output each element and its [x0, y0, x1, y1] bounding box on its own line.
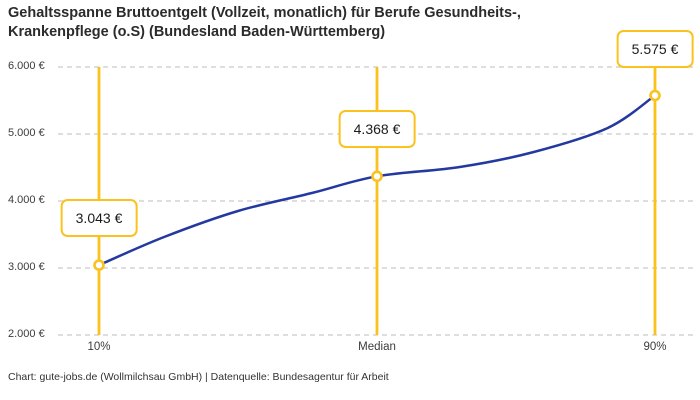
chart-title: Gehaltsspanne Bruttoentgelt (Vollzeit, m…	[8, 5, 521, 41]
chart-attribution: Chart: gute-jobs.de (Wollmilchsau GmbH) …	[8, 371, 389, 383]
data-point-marker	[93, 259, 105, 271]
data-point-marker	[649, 89, 661, 102]
data-point-marker	[371, 170, 383, 183]
